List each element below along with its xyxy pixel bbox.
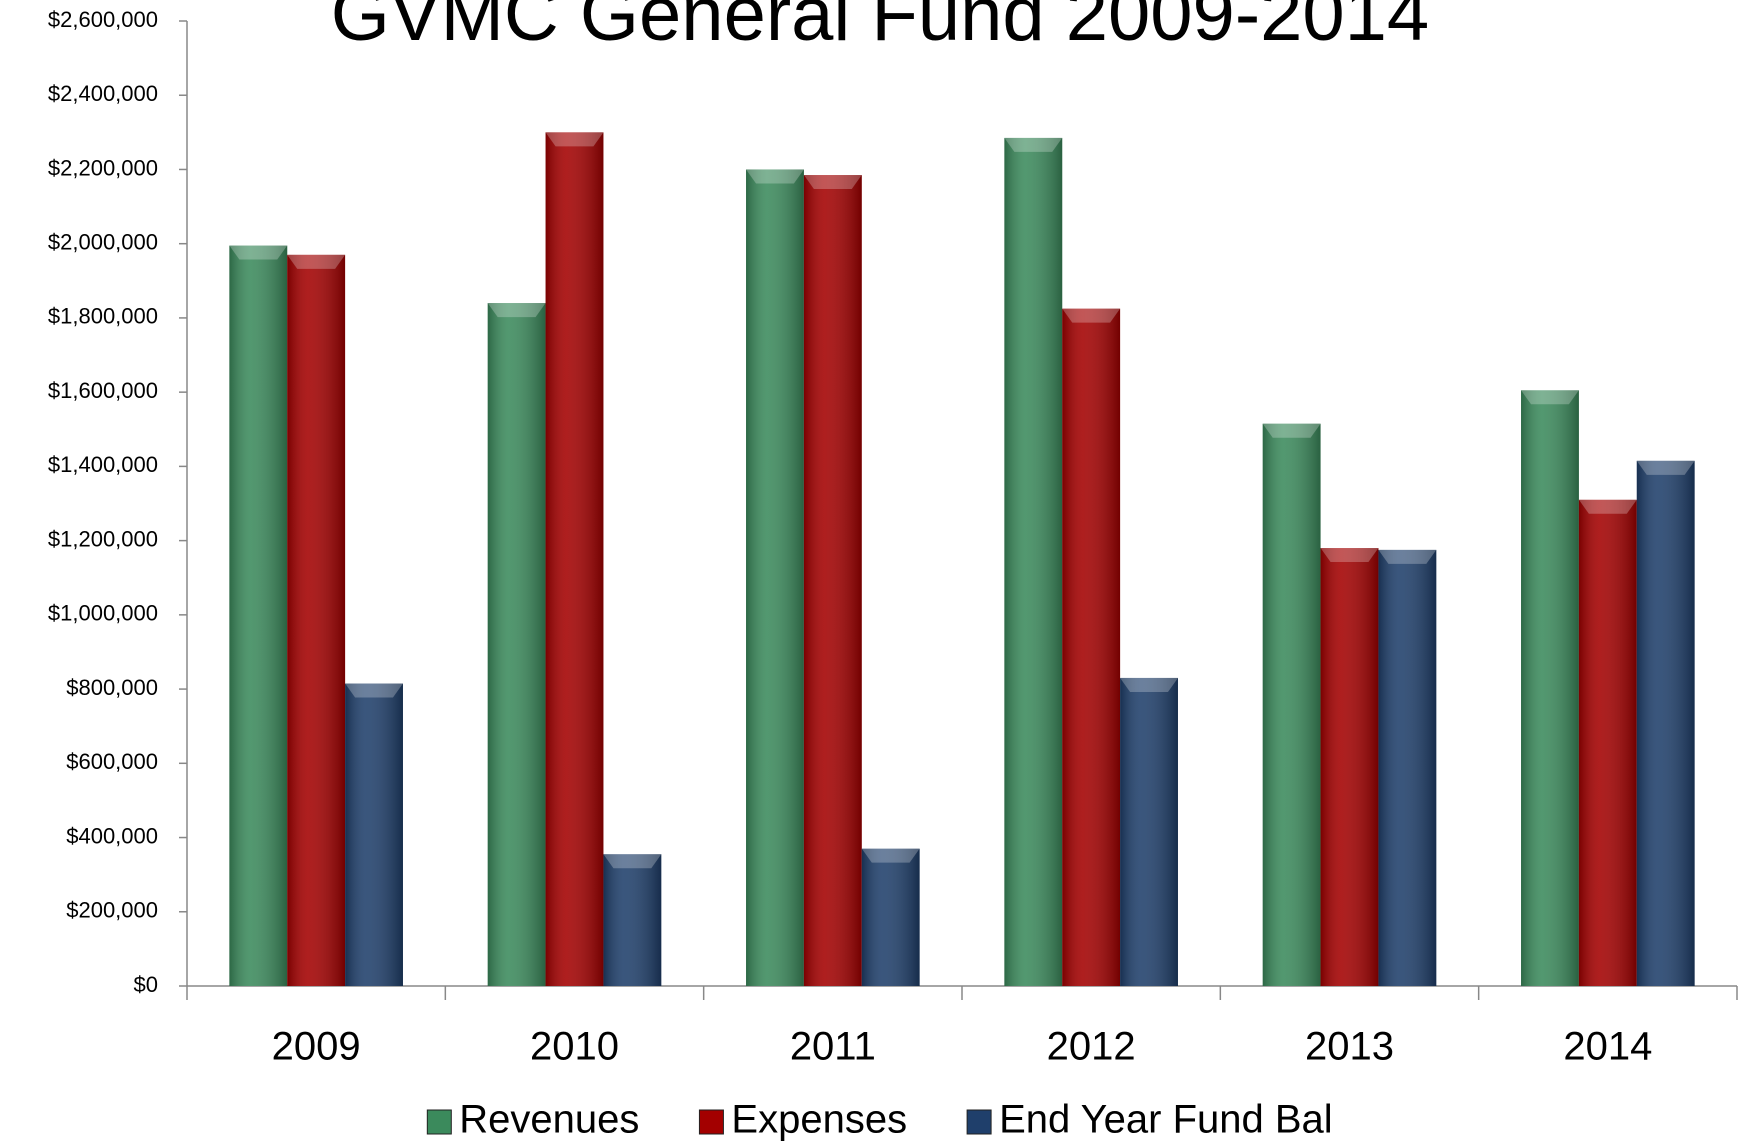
bar-cap (1262, 423, 1321, 438)
bar-shade (345, 683, 403, 986)
bar-cap (861, 848, 920, 863)
bar-shade (1636, 460, 1695, 986)
legend-swatch (426, 1109, 452, 1135)
bar-shade (1004, 137, 1063, 987)
bar-cap (345, 683, 403, 698)
legend-swatch (698, 1109, 724, 1135)
bar-shade (229, 245, 288, 986)
bar-cap (803, 175, 862, 190)
x-tick-label: 2014 (1563, 1025, 1652, 1069)
legend-swatch (966, 1109, 992, 1135)
bar-cap (1378, 549, 1437, 564)
y-tick-label: $2,000,000 (48, 230, 158, 255)
y-tick-label: $1,000,000 (48, 601, 158, 626)
bar-cap (487, 303, 546, 318)
bar-shade (746, 169, 804, 986)
y-tick-label: $2,600,000 (48, 7, 158, 32)
legend-label: Revenues (459, 1098, 639, 1142)
chart-title: GVMC General Fund 2009-2014 (331, 0, 1429, 57)
bar-shade (1320, 548, 1379, 986)
bar-shade (287, 254, 346, 987)
bar-cap (603, 854, 662, 869)
bar-cap (1578, 499, 1637, 514)
bar-shade (1521, 390, 1579, 986)
y-tick-label: $600,000 (66, 749, 158, 774)
bar-cap (229, 245, 288, 260)
x-tick-label: 2009 (272, 1025, 361, 1069)
x-tick-label: 2012 (1047, 1025, 1136, 1069)
bar-shade (803, 175, 862, 987)
bar-cap (1062, 308, 1121, 323)
bar-cap (287, 254, 346, 269)
bar-shade (545, 132, 604, 986)
bar-shade (861, 848, 920, 986)
x-tick-label: 2013 (1305, 1025, 1394, 1069)
bar-shade (1062, 308, 1121, 986)
bar-shade (603, 854, 662, 986)
bar-cap (545, 132, 604, 147)
y-tick-label: $2,200,000 (48, 155, 158, 180)
y-tick-label: $1,600,000 (48, 378, 158, 403)
bar-shade (1262, 423, 1321, 987)
y-tick-label: $0 (134, 972, 158, 997)
y-tick-label: $400,000 (66, 823, 158, 848)
bar-shade (1378, 549, 1437, 986)
y-tick-label: $800,000 (66, 675, 158, 700)
bar-shade (1120, 677, 1178, 986)
y-tick-label: $2,400,000 (48, 81, 158, 106)
x-tick-label: 2010 (530, 1025, 619, 1069)
bar-cap (1636, 460, 1695, 475)
bar-shade (1578, 499, 1637, 986)
bar-cap (1521, 390, 1579, 405)
bar-cap (746, 169, 804, 184)
y-tick-label: $1,800,000 (48, 304, 158, 329)
bar-cap (1120, 677, 1178, 692)
bar-cap (1320, 548, 1379, 563)
legend-label: Expenses (731, 1098, 907, 1142)
y-tick-label: $1,200,000 (48, 526, 158, 551)
bar-cap (1004, 137, 1063, 152)
y-tick-label: $1,400,000 (48, 452, 158, 477)
bar-shade (487, 303, 546, 987)
y-tick-label: $200,000 (66, 898, 158, 923)
legend-label: End Year Fund Bal (999, 1098, 1333, 1142)
x-tick-label: 2011 (790, 1025, 876, 1069)
